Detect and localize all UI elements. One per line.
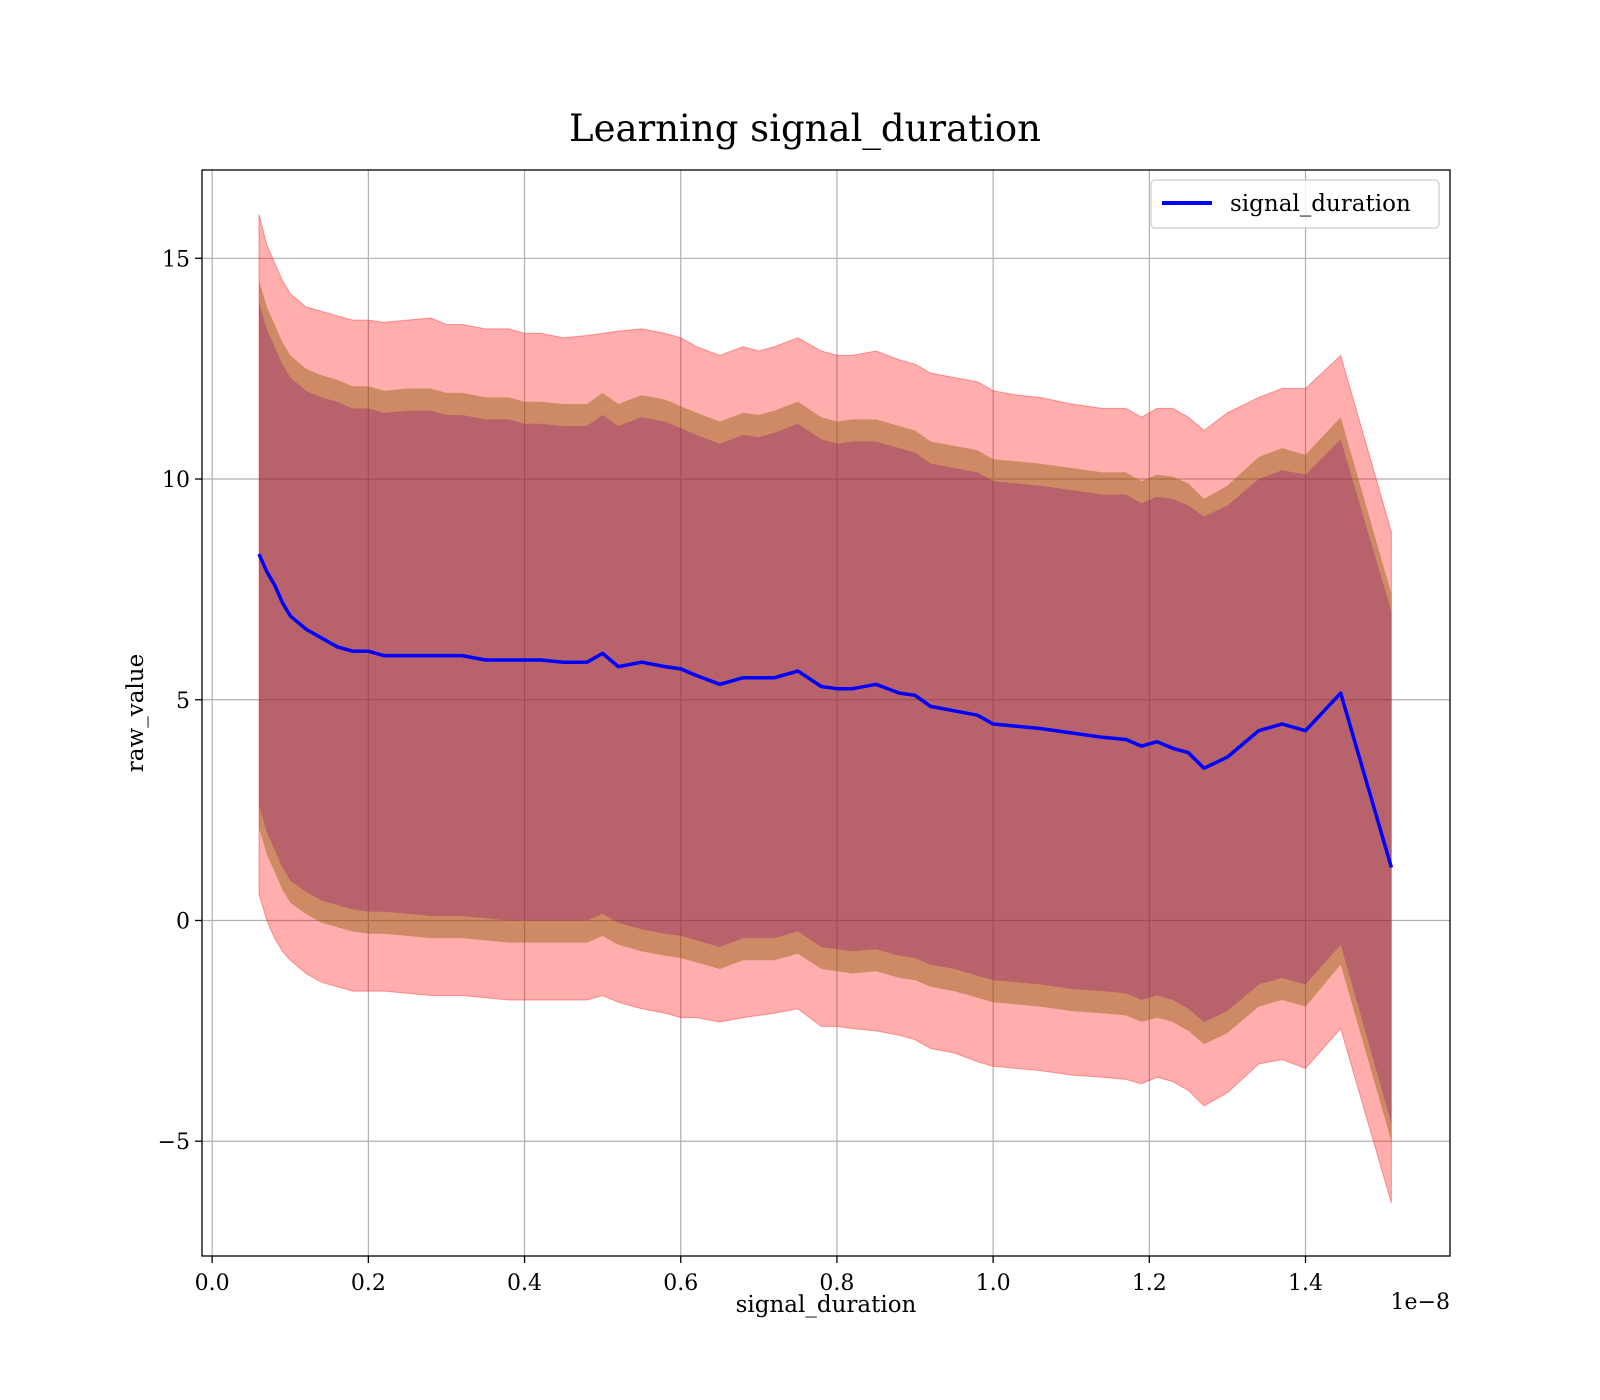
chart-title: Learning signal_duration (569, 107, 1041, 151)
y-axis-label: raw_value (123, 654, 149, 772)
x-tick-label: 0.2 (351, 1271, 386, 1296)
y-tick-label: −5 (158, 1130, 190, 1155)
legend: signal_duration (1150, 179, 1440, 229)
x-tick-label: 1.2 (1132, 1271, 1167, 1296)
x-axis-ticks: 0.0 0.2 0.4 0.6 0.8 1.0 1.2 1.4 (195, 1256, 1323, 1296)
grid (202, 170, 1450, 1256)
x-tick-label: 1.0 (976, 1271, 1011, 1296)
x-tick-label: 0.8 (819, 1271, 854, 1296)
y-tick-label: 0 (176, 909, 190, 934)
x-tick-label: 1.4 (1288, 1271, 1323, 1296)
y-axis-ticks: −5 0 5 10 15 (158, 247, 202, 1155)
y-tick-label: 15 (162, 247, 190, 272)
y-tick-label: 10 (162, 468, 190, 493)
confidence-bands (258, 213, 1392, 1204)
series-line-signal-duration (257, 553, 1394, 868)
legend-box (1150, 179, 1440, 229)
x-axis-label: signal_duration (736, 1292, 917, 1318)
plot-area-frame (201, 169, 1451, 1257)
x-tick-label: 0.6 (663, 1271, 698, 1296)
y-tick-label: 5 (176, 689, 190, 714)
band-outer (258, 213, 1392, 1204)
legend-label-signal-duration: signal_duration (1230, 191, 1411, 217)
x-tick-label: 0.0 (195, 1271, 230, 1296)
x-axis-offset-label: 1e−8 (1391, 1290, 1450, 1315)
series-lines (257, 553, 1394, 868)
band-middle (259, 280, 1392, 1142)
band-inner (259, 302, 1392, 1124)
x-tick-label: 0.4 (507, 1271, 542, 1296)
